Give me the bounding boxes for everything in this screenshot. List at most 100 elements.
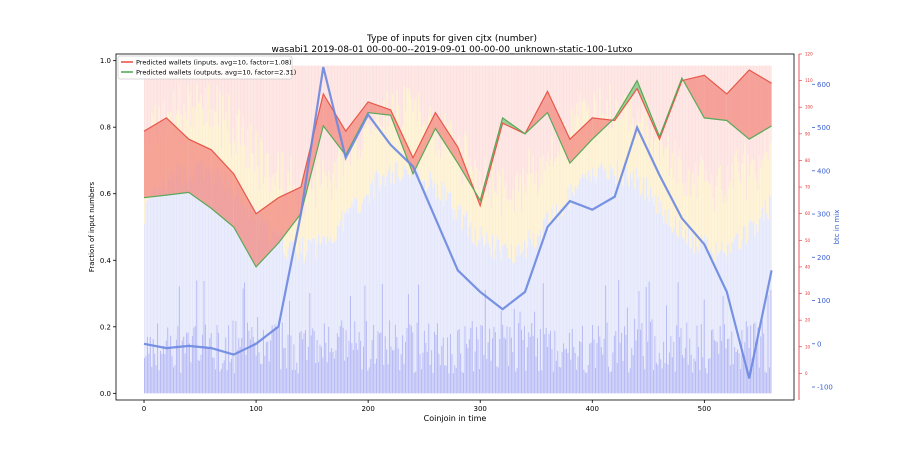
bar-segment-pink xyxy=(586,65,588,112)
bar-segment-pink xyxy=(621,65,623,103)
bar-segment-yellow xyxy=(639,121,642,196)
bar-segment-blue xyxy=(757,231,759,394)
bar-segment-count xyxy=(608,366,610,394)
bar-segment-pink xyxy=(225,65,227,113)
bar-segment-yellow xyxy=(516,171,518,257)
bar-segment-yellow xyxy=(666,147,668,224)
bar-segment-count xyxy=(267,341,269,394)
bar-segment-blue xyxy=(251,213,253,394)
bar-segment-blue xyxy=(299,240,301,394)
bar-segment-blue xyxy=(470,221,472,394)
bar-segment-blue xyxy=(689,248,691,394)
bar-segment-pink xyxy=(270,65,272,192)
bar-segment-yellow xyxy=(255,130,257,210)
bar-segment-count xyxy=(239,346,241,394)
bar-segment-yellow xyxy=(610,128,613,171)
bar-segment-count xyxy=(505,339,507,394)
bar-segment-pink xyxy=(255,65,257,131)
bar-segment-yellow xyxy=(332,173,334,243)
bar-segment-pink xyxy=(687,65,690,170)
bar-segment-pink xyxy=(573,65,575,145)
fill-segment xyxy=(256,197,279,267)
bar-segment-count xyxy=(739,369,741,394)
bar-segment-blue xyxy=(373,199,375,394)
bar-segment-blue xyxy=(729,252,732,394)
bar-segment-blue xyxy=(161,179,163,394)
bar-segment-yellow xyxy=(476,167,478,247)
bar-segment-count xyxy=(695,361,697,394)
bar-segment-blue xyxy=(750,219,752,394)
bar-segment-yellow xyxy=(235,153,237,199)
bar-segment-blue xyxy=(529,238,531,394)
bar-segment-yellow xyxy=(522,167,524,250)
bar-segment-count xyxy=(246,322,248,394)
bar-segment-pink xyxy=(145,65,147,138)
bar-segment-count xyxy=(244,282,246,394)
bar-segment-blue xyxy=(162,184,165,394)
bar-segment-pink xyxy=(194,65,197,109)
bar-segment-count xyxy=(615,331,617,394)
bar-segment-yellow xyxy=(347,129,349,214)
bar-segment-count xyxy=(751,357,753,394)
bar-segment-count xyxy=(680,327,682,394)
bar-segment-pink xyxy=(651,65,653,128)
bar-segment-blue xyxy=(344,213,346,394)
bar-segment-yellow xyxy=(651,127,653,198)
bar-segment-yellow xyxy=(436,117,439,185)
bar-segment-blue xyxy=(333,241,336,394)
bar-segment-count xyxy=(296,362,298,394)
bar-segment-blue xyxy=(151,190,153,394)
bar-segment-blue xyxy=(548,230,550,394)
bar-segment-blue xyxy=(650,187,652,394)
bar-segment-blue xyxy=(326,235,328,394)
bar-segment-count xyxy=(231,358,233,394)
bar-segment-yellow xyxy=(616,101,618,160)
bar-segment-blue xyxy=(615,183,617,394)
bar-segment-blue xyxy=(383,174,385,394)
bar-segment-count xyxy=(574,353,576,394)
bar-segment-yellow xyxy=(431,125,433,179)
bar-segment-count xyxy=(464,326,466,394)
bar-segment-pink xyxy=(435,65,437,154)
bar-segment-count xyxy=(371,340,373,394)
bar-segment-blue xyxy=(754,236,756,394)
bar-segment-yellow xyxy=(548,166,550,231)
bar-segment-count xyxy=(661,368,663,394)
bar-segment-count xyxy=(193,327,195,394)
bar-segment-count xyxy=(260,364,262,394)
bar-segment-blue xyxy=(196,160,198,394)
bar-segment-yellow xyxy=(729,181,732,253)
bar-segment-pink xyxy=(423,65,426,122)
bar-segment-count xyxy=(618,280,620,394)
bar-segment-blue xyxy=(631,178,633,394)
bar-segment-count xyxy=(284,347,286,394)
bar-segment-blue xyxy=(661,215,663,394)
bar-segment-count xyxy=(560,367,562,394)
bar-segment-blue xyxy=(592,168,594,394)
x-tick-label: 100 xyxy=(249,405,262,413)
bar-segment-blue xyxy=(159,190,162,394)
y3-tick-label: 100 xyxy=(805,105,813,110)
bar-segment-yellow xyxy=(734,155,736,238)
bar-segment-yellow xyxy=(637,110,639,179)
bar-segment-yellow xyxy=(506,199,508,248)
bar-segment-blue xyxy=(144,223,146,394)
bar-segment-blue xyxy=(191,182,194,394)
bar-segment-yellow xyxy=(333,162,336,242)
bar-segment-blue xyxy=(544,218,546,394)
bar-segment-count xyxy=(687,364,689,394)
bar-segment-count xyxy=(465,343,467,394)
bar-segment-count xyxy=(306,359,308,394)
bar-segment-count xyxy=(474,351,476,394)
bar-segment-count xyxy=(594,368,596,394)
bar-segment-yellow xyxy=(699,164,701,241)
bar-segment-blue xyxy=(362,198,365,394)
bar-segment-pink xyxy=(236,65,239,115)
bar-segment-pink xyxy=(281,65,284,153)
bar-segment-count xyxy=(668,352,670,394)
bar-segment-pink xyxy=(151,65,153,113)
bar-segment-blue xyxy=(702,242,704,394)
bar-segment-yellow xyxy=(303,214,305,263)
bar-segment-count xyxy=(713,339,715,394)
bar-segment-pink xyxy=(374,65,376,130)
